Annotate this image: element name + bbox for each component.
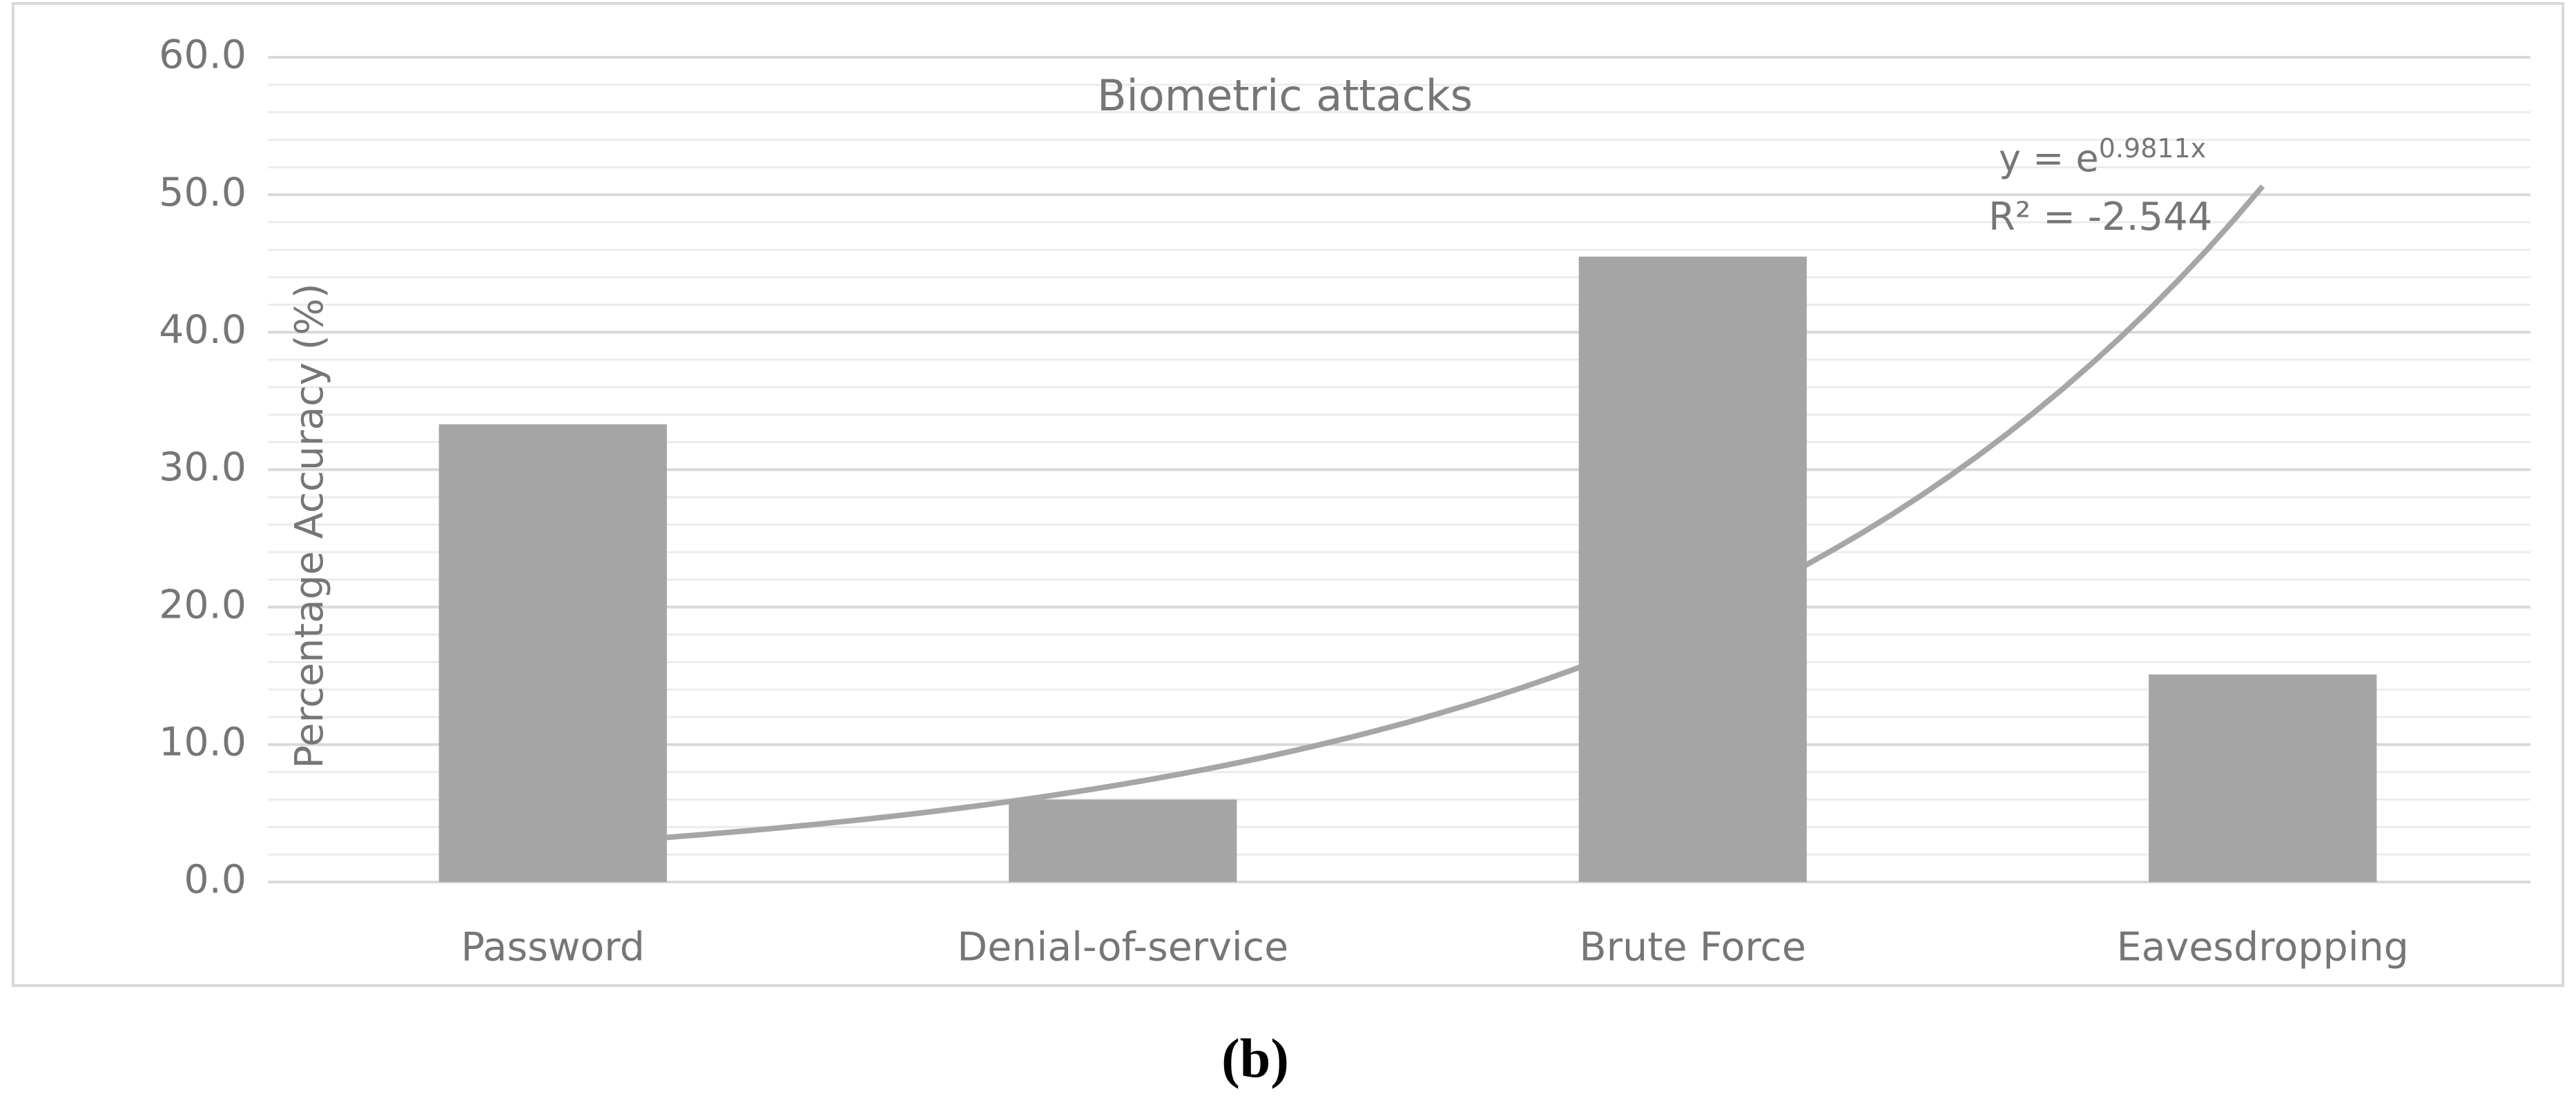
y-tick-label: 20.0 [159,582,246,627]
bar [1009,799,1237,882]
caption: (b) [1221,1028,1289,1089]
x-tick-label: Brute Force [1580,925,1806,970]
plot [438,184,2377,883]
equation-base: y = e [1999,137,2099,180]
y-tick-label: 0.0 [184,857,246,903]
y-tick-label: 40.0 [159,307,246,353]
trendline [552,184,2265,848]
y-tick-label: 50.0 [159,170,246,215]
y-tick-label: 10.0 [159,719,246,765]
chart-title: Biometric attacks [1097,70,1473,121]
bar [2149,674,2377,882]
y-axis-label: Percentage Accuracy (%) [287,283,332,768]
y-tick-label: 30.0 [159,444,246,490]
bar [1578,256,1807,883]
y-tick-label: 60.0 [159,32,246,78]
trendline-equation: y = e0.9811x [1999,133,2206,180]
x-tick-label: Eavesdropping [2117,925,2409,970]
equation-exponent: 0.9811x [2099,133,2206,164]
bar [438,424,667,882]
x-tick-label: Password [461,925,645,970]
trendline-r-squared: R² = -2.544 [1988,195,2212,239]
x-tick-label: Denial-of-service [957,925,1288,970]
